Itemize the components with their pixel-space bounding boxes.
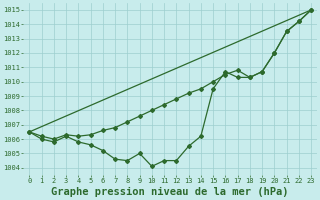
- X-axis label: Graphe pression niveau de la mer (hPa): Graphe pression niveau de la mer (hPa): [52, 187, 289, 197]
